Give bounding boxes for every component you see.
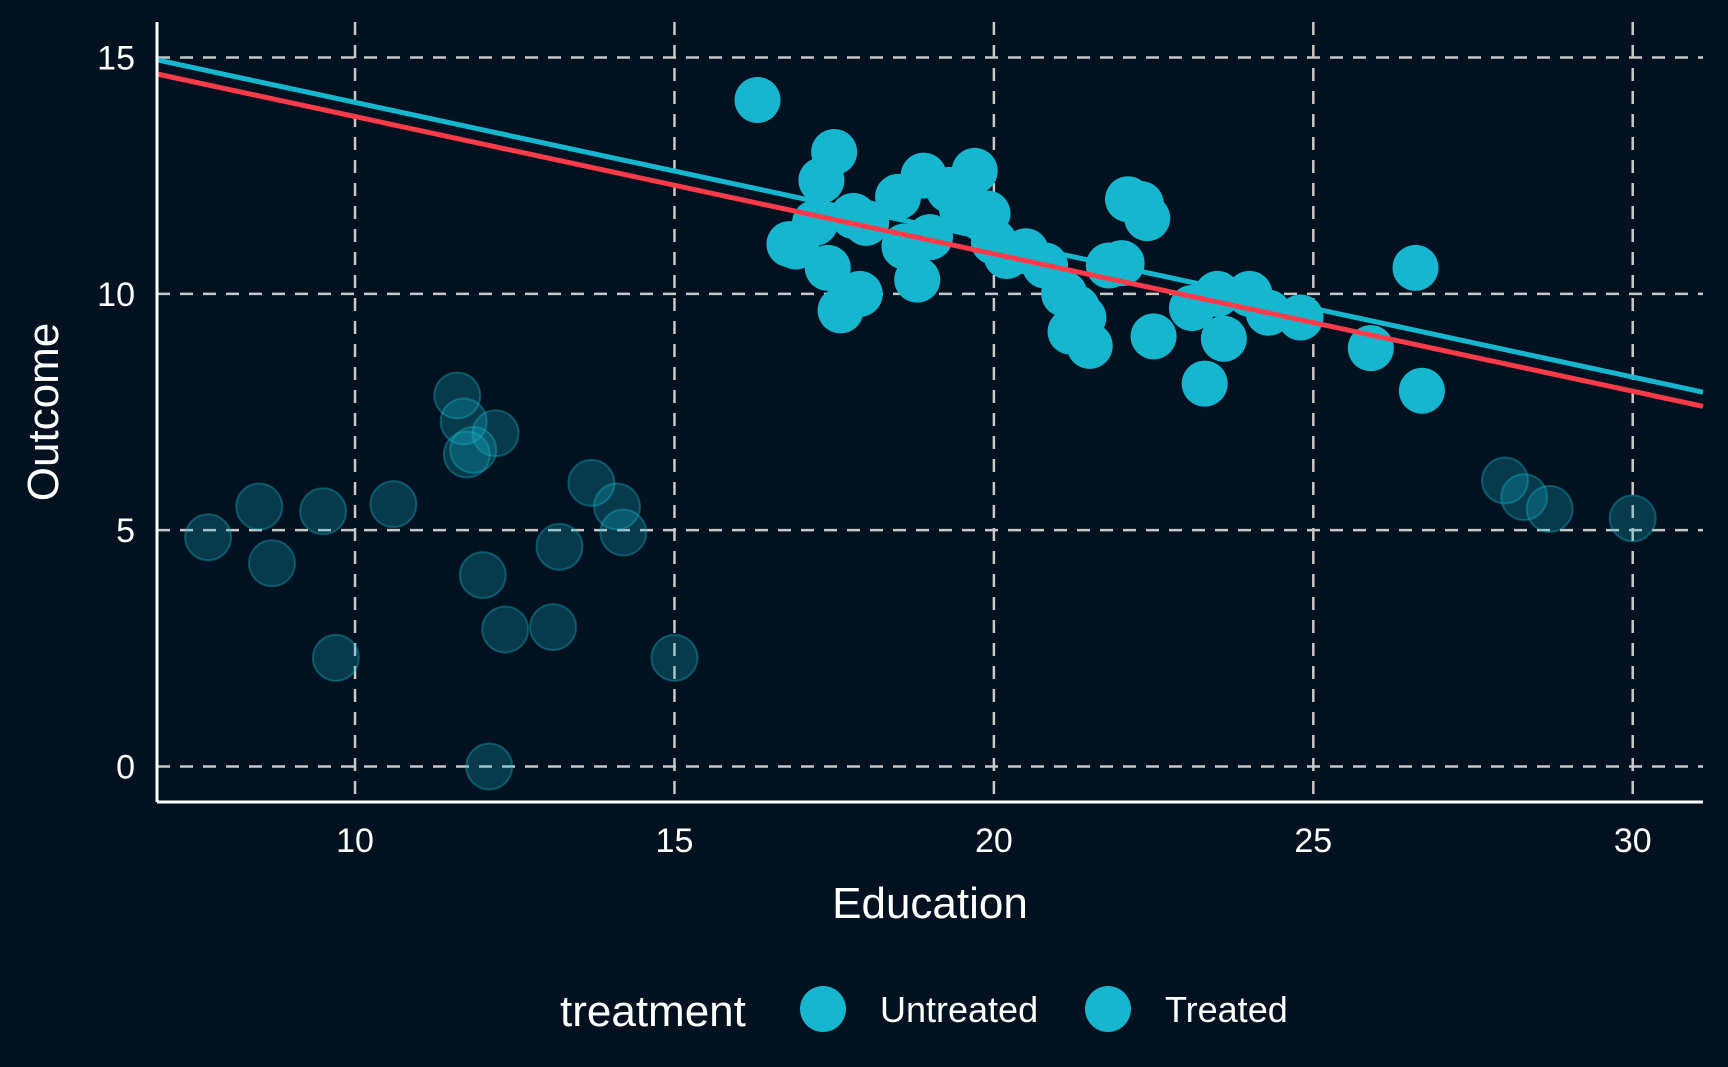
untreated-point [1608, 494, 1657, 543]
treated-point [734, 77, 781, 123]
untreated-point [1500, 473, 1549, 522]
untreated-point [449, 425, 498, 474]
untreated-point [311, 633, 360, 682]
fit-lines [156, 57, 1704, 409]
untreated-point [481, 605, 530, 654]
untreated-point [1525, 484, 1574, 533]
untreated-point [235, 482, 284, 531]
gridlines [157, 22, 1703, 802]
legend-key-untreated [800, 986, 846, 1032]
y-tick-label: 5 [116, 512, 135, 550]
y-tick-label: 15 [97, 39, 135, 77]
legend-key-treated [1085, 986, 1131, 1032]
untreated-point [1480, 456, 1529, 505]
treated-point [1130, 313, 1177, 360]
treated-point [1124, 195, 1171, 242]
untreated-point [471, 409, 520, 458]
axes [155, 22, 1703, 804]
untreated-point [439, 397, 488, 446]
y-tick-label: 0 [116, 749, 135, 787]
untreated-point [369, 480, 418, 529]
untreated-fit-line [156, 57, 1704, 395]
untreated-point [465, 742, 514, 791]
x-tick-label: 30 [1614, 822, 1652, 860]
treated-point [811, 129, 858, 175]
untreated-point [535, 522, 584, 571]
untreated-point [567, 458, 616, 507]
x-axis-title: Education [832, 879, 1028, 928]
treated-point [1392, 244, 1439, 291]
legend-label-untreated: Untreated [880, 989, 1038, 1030]
untreated-point [184, 513, 233, 562]
y-tick-label: 10 [97, 276, 135, 314]
untreated-point [529, 603, 578, 652]
treated-point [1066, 322, 1113, 369]
x-tick-label: 20 [975, 822, 1013, 860]
treated-point [1181, 360, 1228, 407]
legend-title: treatment [560, 987, 746, 1036]
tick-labels: 10 15 20 25 30 0 5 10 15 [97, 39, 1651, 860]
untreated-point [599, 508, 648, 557]
untreated-point [442, 430, 491, 479]
untreated-point [592, 482, 641, 531]
untreated-point [650, 633, 699, 682]
untreated-point [433, 371, 482, 420]
x-tick-label: 15 [656, 822, 694, 860]
treated-point [951, 147, 998, 194]
legend-label-treated: Treated [1165, 989, 1288, 1030]
treated-fit-line [156, 71, 1704, 409]
treated-point [894, 256, 941, 303]
treated-point [1398, 367, 1445, 414]
treated-point [1098, 240, 1145, 287]
treated-point [804, 244, 851, 291]
treated-point [836, 270, 883, 317]
untreated-point [247, 539, 296, 588]
legend: treatment Untreated Treated [560, 986, 1288, 1036]
treated-point [1200, 315, 1247, 362]
untreated-point [458, 551, 507, 600]
untreated-point [299, 487, 348, 536]
x-tick-label: 25 [1294, 822, 1332, 860]
x-tick-label: 10 [336, 822, 374, 860]
y-axis-title: Outcome [19, 323, 68, 502]
